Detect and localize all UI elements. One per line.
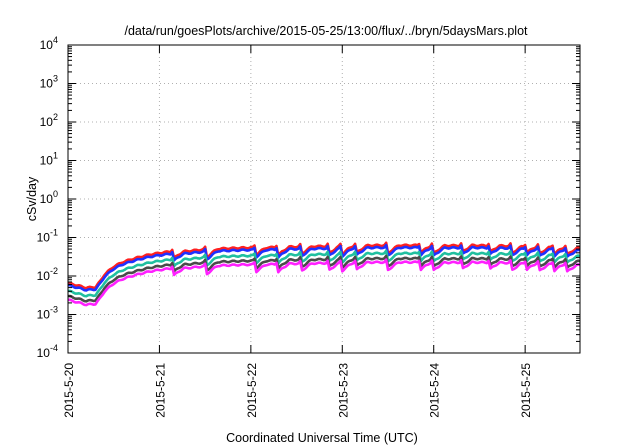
x-tick-label: 2015-5-24 — [428, 363, 442, 418]
series-line-4 — [67, 254, 581, 303]
x-tick-label: 2015-5-25 — [519, 363, 533, 418]
chart-title: /data/run/goesPlots/archive/2015-05-25/1… — [124, 24, 528, 38]
x-tick-label: 2015-5-22 — [245, 363, 259, 418]
y-tick-label: 101 — [40, 151, 58, 168]
y-tick-label: 10-1 — [37, 228, 58, 245]
y-tick-label: 104 — [40, 35, 58, 52]
y-tick-label: 10-3 — [37, 305, 58, 322]
series-line-2 — [67, 243, 581, 292]
series-line-5 — [67, 258, 581, 307]
x-tick-label: 2015-5-20 — [62, 363, 76, 418]
series-line-1 — [67, 241, 581, 290]
x-axis-ticks: 2015-5-20 2015-5-21 2015-5-22 2015-5-23 2015… — [62, 45, 533, 418]
y-axis-ticks: 10-4 10-3 10-2 10-1 100 101 102 103 104 — [37, 35, 580, 360]
y-tick-label: 102 — [40, 112, 58, 129]
y-tick-label: 103 — [40, 74, 58, 91]
y-tick-label: 10-4 — [37, 343, 58, 360]
series-group — [67, 241, 581, 307]
y-tick-label: 10-2 — [37, 266, 58, 283]
x-axis-label: Coordinated Universal Time (UTC) — [226, 431, 418, 445]
y-axis-label: cSv/day — [25, 176, 39, 221]
series-line-3 — [67, 249, 581, 298]
x-tick-label: 2015-5-21 — [153, 363, 167, 418]
y-tick-label: 100 — [40, 189, 58, 206]
x-tick-label: 2015-5-23 — [336, 363, 350, 418]
grid-lines — [68, 45, 580, 353]
